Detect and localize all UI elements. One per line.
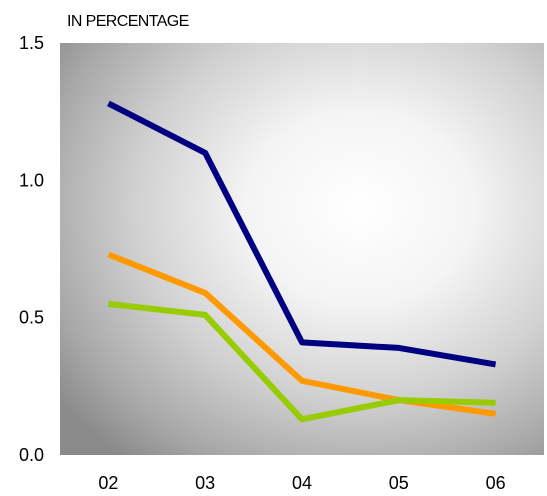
- series-line-2: [107, 251, 497, 417]
- series-lines: [107, 100, 497, 423]
- x-tick-label: 03: [195, 473, 215, 493]
- y-tick-label: 1.0: [19, 170, 44, 190]
- y-axis-label: IN PERCENTAGE: [67, 13, 189, 30]
- x-tick-label: 02: [98, 473, 118, 493]
- x-tick-labels: 02 03 04 05 06: [98, 473, 505, 493]
- x-tick-label: 06: [486, 473, 506, 493]
- y-tick-label: 0.5: [19, 308, 44, 328]
- x-tick-label: 05: [389, 473, 409, 493]
- series-line-1: [107, 100, 497, 368]
- plot-area: [60, 43, 544, 455]
- y-tick-labels: 0.0 0.5 1.0 1.5: [19, 33, 44, 465]
- series-line-3: [108, 300, 496, 423]
- y-tick-label: 0.0: [19, 445, 44, 465]
- x-tick-label: 04: [292, 473, 312, 493]
- y-tick-label: 1.5: [19, 33, 44, 53]
